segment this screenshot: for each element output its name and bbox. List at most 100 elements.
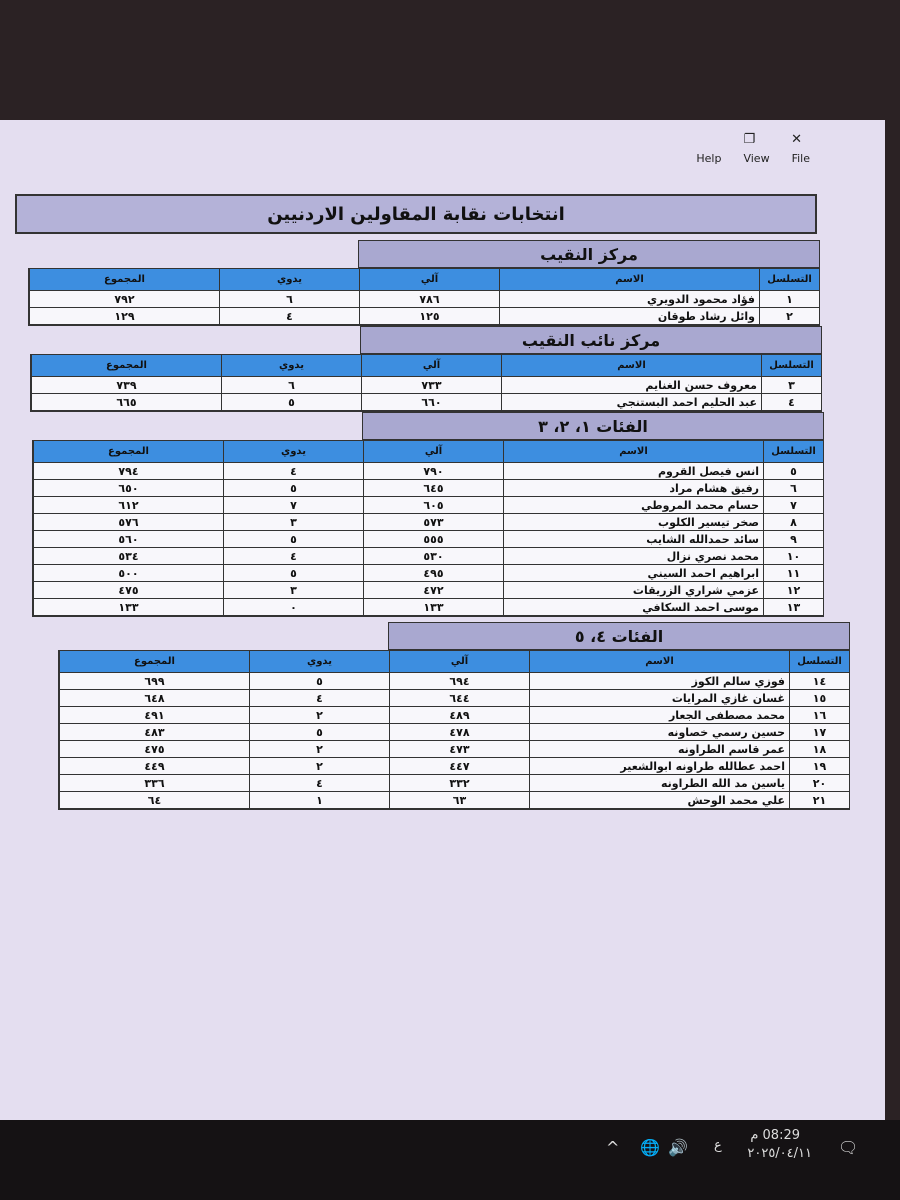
cell-manual: ٢ <box>249 758 389 775</box>
results-table: التسلسل الاسم آلي يدوي المجموع ١ فؤاد محمود ال… <box>28 268 820 326</box>
cell-total: ٥٦٠ <box>33 531 223 548</box>
cell-total: ٤٩١ <box>59 707 249 724</box>
cell-manual: ٥ <box>223 531 363 548</box>
cell-seq: ١٤ <box>789 673 849 690</box>
results-table: التسلسل الاسم آلي يدوي المجموع ٥ انس فيصل القر… <box>32 440 824 617</box>
cell-total: ٤٧٥ <box>59 741 249 758</box>
cell-name: عبد الحليم احمد البستنجي <box>501 394 761 411</box>
cell-electronic: ٦٤٤ <box>389 690 529 707</box>
section-2: مركز نائب النقيب التسلسل الاسم آلي يدوي المجم… <box>30 326 822 412</box>
menu-help[interactable]: Help <box>696 152 722 165</box>
section-heading: الفئات ١، ٢، ٣ <box>362 412 824 440</box>
cell-electronic: ١٣٣ <box>363 599 503 616</box>
column-header-manual: يدوي <box>219 269 359 291</box>
cell-manual: ٦ <box>221 377 361 394</box>
cell-electronic: ٤٨٩ <box>389 707 529 724</box>
cell-name: حسين رسمي خصاونه <box>529 724 789 741</box>
cell-name: رفيق هشام مراد <box>503 480 763 497</box>
cell-seq: ٢١ <box>789 792 849 809</box>
cell-seq: ١ <box>759 291 819 308</box>
cell-seq: ١٠ <box>763 548 823 565</box>
column-header-total: المجموع <box>59 651 249 673</box>
cell-seq: ٥ <box>763 463 823 480</box>
cell-total: ٦٩٩ <box>59 673 249 690</box>
speaker-icon[interactable]: 🔊 <box>668 1138 688 1157</box>
column-header-seq: التسلسل <box>763 441 823 463</box>
cell-electronic: ٦٦٠ <box>361 394 501 411</box>
cell-electronic: ٥٣٠ <box>363 548 503 565</box>
cell-name: علي محمد الوحش <box>529 792 789 809</box>
cell-manual: ٣ <box>223 582 363 599</box>
menu-view[interactable]: View <box>743 152 770 165</box>
cell-name: سائد حمدالله الشايب <box>503 531 763 548</box>
section-heading: مركز النقيب <box>358 240 820 268</box>
cell-name: ياسين مد الله الطراونه <box>529 775 789 792</box>
section-heading: مركز نائب النقيب <box>360 326 822 354</box>
cell-manual: ١ <box>249 792 389 809</box>
cell-electronic: ٦٠٥ <box>363 497 503 514</box>
cell-electronic: ٦٣ <box>389 792 529 809</box>
cell-total: ٤٨٣ <box>59 724 249 741</box>
clock-date[interactable]: ٢٠٢٥/٠٤/١١ <box>747 1146 812 1161</box>
cell-seq: ١٩ <box>789 758 849 775</box>
menu-file[interactable]: File <box>791 152 810 165</box>
cell-electronic: ٣٣٢ <box>389 775 529 792</box>
cell-seq: ١٥ <box>789 690 849 707</box>
cell-total: ٥٧٦ <box>33 514 223 531</box>
cell-manual: ٧ <box>223 497 363 514</box>
cell-seq: ١٣ <box>763 599 823 616</box>
column-header-electronic: آلي <box>363 441 503 463</box>
cell-electronic: ٦٤٥ <box>363 480 503 497</box>
cell-name: فؤاد محمود الدويري <box>499 291 759 308</box>
cell-electronic: ٦٩٤ <box>389 673 529 690</box>
cell-seq: ٧ <box>763 497 823 514</box>
globe-icon[interactable]: 🌐 <box>640 1138 660 1157</box>
cell-name: ابراهيم احمد السيني <box>503 565 763 582</box>
column-header-electronic: آلي <box>361 355 501 377</box>
cell-name: عمر قاسم الطراونه <box>529 741 789 758</box>
column-header-total: المجموع <box>31 355 221 377</box>
cell-total: ٤٧٥ <box>33 582 223 599</box>
window-controls: ❐ ✕ <box>743 132 802 147</box>
language-indicator[interactable]: ع <box>714 1138 722 1153</box>
cell-total: ٥٠٠ <box>33 565 223 582</box>
cell-manual: ٦ <box>219 291 359 308</box>
cell-manual: ٤ <box>219 308 359 325</box>
cell-manual: ٥ <box>221 394 361 411</box>
cell-total: ٧٩٢ <box>29 291 219 308</box>
column-header-total: المجموع <box>29 269 219 291</box>
cell-electronic: ٤٤٧ <box>389 758 529 775</box>
cell-seq: ٢ <box>759 308 819 325</box>
cell-manual: ٤ <box>249 690 389 707</box>
section-4: الفئات ٤، ٥ التسلسل الاسم آلي يدوي المجموع ١٤ ف… <box>58 622 850 810</box>
chevron-up-icon[interactable]: ^ <box>606 1138 620 1157</box>
cell-total: ٣٣٦ <box>59 775 249 792</box>
cell-name: وائل رشاد طوقان <box>499 308 759 325</box>
notification-icon[interactable]: 🗨 <box>838 1138 859 1157</box>
column-header-manual: يدوي <box>249 651 389 673</box>
close-icon[interactable]: ✕ <box>791 132 802 147</box>
cell-seq: ٩ <box>763 531 823 548</box>
cell-name: محمد مصطفى الجعار <box>529 707 789 724</box>
cell-seq: ١٢ <box>763 582 823 599</box>
section-3: الفئات ١، ٢، ٣ التسلسل الاسم آلي يدوي المجموع… <box>32 412 824 617</box>
cell-electronic: ٥٥٥ <box>363 531 503 548</box>
cell-manual: ٣ <box>223 514 363 531</box>
cell-name: صخر تيسير الكلوب <box>503 514 763 531</box>
cell-manual: ٥ <box>223 565 363 582</box>
column-header-seq: التسلسل <box>759 269 819 291</box>
cell-manual: ٥ <box>249 673 389 690</box>
cell-name: انس فيصل القروم <box>503 463 763 480</box>
cell-total: ٧٩٤ <box>33 463 223 480</box>
cell-electronic: ٧٣٣ <box>361 377 501 394</box>
cell-total: ١٢٩ <box>29 308 219 325</box>
taskbar: ^ 🌐 🔊 ع 08:29 م ٢٠٢٥/٠٤/١١ 🗨 <box>0 1120 900 1200</box>
clock-time[interactable]: 08:29 م <box>750 1128 800 1143</box>
cell-seq: ٨ <box>763 514 823 531</box>
cell-electronic: ٤٧٣ <box>389 741 529 758</box>
cell-name: عزمي شراري الزريقات <box>503 582 763 599</box>
restore-icon[interactable]: ❐ <box>743 132 756 147</box>
results-table: التسلسل الاسم آلي يدوي المجموع ١٤ فوزي سالم ال… <box>58 650 850 810</box>
cell-manual: ٥ <box>249 724 389 741</box>
cell-electronic: ٧٩٠ <box>363 463 503 480</box>
